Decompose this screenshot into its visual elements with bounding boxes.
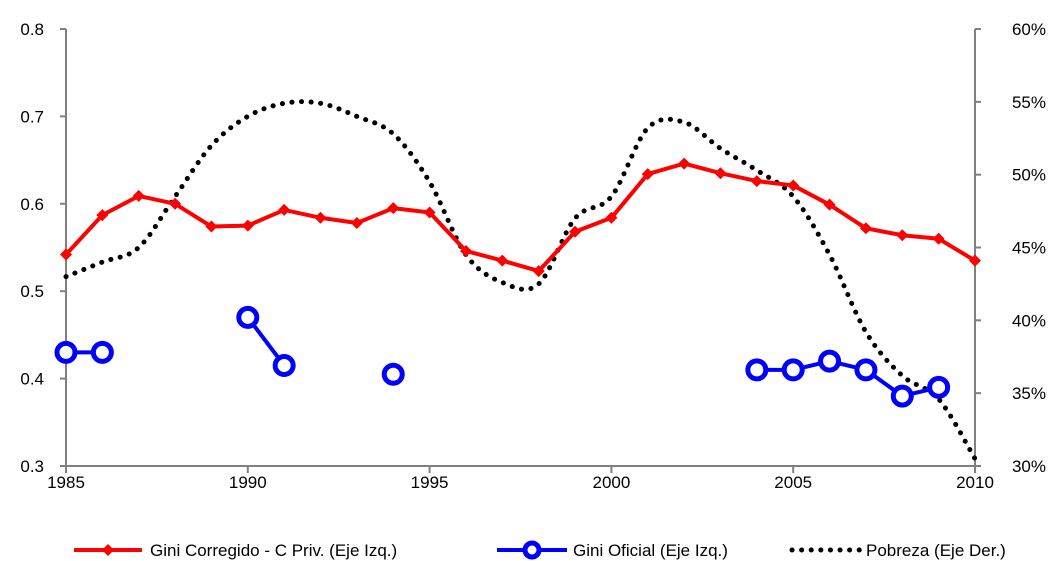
y-right-tick-label: 55%: [1012, 93, 1046, 112]
y-left-tick-label: 0.3: [20, 457, 44, 476]
point-gini-oficial: [781, 358, 805, 382]
x-tick-label: 2000: [592, 473, 630, 492]
legend: Gini Corregido - C Priv. (Eje Izq.) Gini …: [74, 540, 1006, 560]
point-gini-corregido: [605, 211, 618, 224]
series-line-pobreza: [63, 99, 978, 462]
point-gini-corregido: [641, 168, 654, 181]
point-gini-corregido: [350, 217, 363, 230]
point-gini-corregido: [459, 244, 472, 257]
y-left-tick-label: 0.4: [20, 370, 44, 389]
y-right-tick-label: 40%: [1012, 311, 1046, 330]
point-gini-oficial: [54, 340, 78, 364]
point-gini-corregido: [96, 209, 109, 222]
y-right-tick-label: 45%: [1012, 239, 1046, 258]
point-gini-oficial: [90, 340, 114, 364]
legend-label-pobreza: Pobreza (Eje Der.): [866, 541, 1006, 560]
legend-marker-gini-corregido: [102, 544, 114, 556]
ticks: 0.3 0.4 0.5 0.6 0.7 0.8 30% 35% 40% 45% 50% 55% 60% 1…: [20, 20, 1046, 492]
y-right-tick-label: 50%: [1012, 166, 1046, 185]
point-gini-corregido: [750, 175, 763, 188]
y-right-tick-label: 35%: [1012, 384, 1046, 403]
x-tick-label: 1990: [229, 473, 267, 492]
point-gini-corregido: [60, 248, 72, 261]
point-gini-oficial: [745, 358, 769, 382]
point-gini-corregido: [132, 189, 145, 202]
point-gini-corregido: [569, 225, 582, 238]
plot-area: [65, 29, 976, 467]
y-left-tick-label: 0.5: [20, 282, 44, 301]
point-gini-corregido: [532, 265, 545, 278]
y-left-tick-label: 0.6: [20, 195, 44, 214]
y-right-tick-label: 30%: [1012, 457, 1046, 476]
y-left-tick-label: 0.8: [20, 20, 44, 39]
legend-label-gini-oficial: Gini Oficial (Eje Izq.): [573, 541, 728, 560]
y-right-tick-label: 60%: [1012, 20, 1046, 39]
point-gini-corregido: [205, 220, 218, 233]
point-gini-corregido: [714, 167, 727, 180]
point-gini-corregido: [823, 198, 836, 211]
point-gini-corregido: [678, 157, 691, 170]
point-gini-corregido: [896, 229, 909, 242]
point-gini-corregido: [932, 232, 945, 245]
point-gini-oficial: [818, 349, 842, 373]
point-gini-corregido: [859, 222, 872, 235]
x-tick-label: 2005: [774, 473, 812, 492]
y-left-tick-label: 0.7: [20, 107, 44, 126]
series-layer: [54, 99, 981, 462]
point-gini-oficial: [927, 375, 951, 399]
point-gini-corregido: [423, 206, 436, 219]
x-tick-label: 2010: [956, 473, 994, 492]
point-gini-corregido: [496, 254, 509, 267]
point-gini-oficial: [236, 305, 260, 329]
x-tick-label: 1985: [47, 473, 85, 492]
legend-label-gini-corregido: Gini Corregido - C Priv. (Eje Izq.): [150, 541, 397, 560]
point-gini-corregido: [387, 202, 400, 215]
point-gini-corregido: [169, 197, 182, 210]
legend-marker-gini-oficial: [522, 540, 542, 560]
point-gini-oficial: [890, 384, 914, 408]
point-gini-oficial: [381, 362, 405, 386]
point-gini-corregido: [314, 211, 327, 224]
point-gini-corregido: [787, 179, 800, 192]
x-tick-label: 1995: [411, 473, 449, 492]
point-gini-corregido: [241, 219, 254, 232]
series-line-gini-corregido: [64, 161, 977, 274]
point-gini-corregido: [278, 203, 291, 216]
point-gini-oficial: [854, 358, 878, 382]
point-gini-oficial: [272, 353, 296, 377]
point-gini-corregido: [969, 254, 981, 267]
